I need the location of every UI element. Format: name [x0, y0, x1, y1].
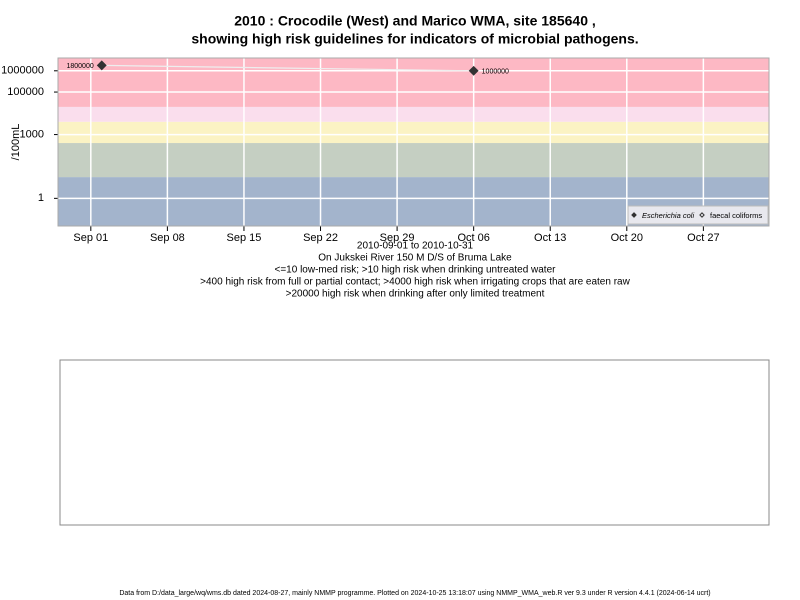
footer: Data from D:/data_large/wq/wms.db dated …: [119, 590, 710, 597]
y-tick-label: 100000: [7, 86, 44, 98]
data-point: [96, 60, 107, 71]
subtitle: 2010-09-01 to 2010-10-31: [357, 241, 474, 252]
subtitle: >20000 high risk when drinking after onl…: [286, 289, 545, 300]
legend-marker: [631, 212, 637, 218]
subtitle: <=10 low-med risk; >10 high risk when dr…: [275, 265, 557, 276]
x-tick-label: Oct 13: [534, 232, 566, 244]
risk-band: [58, 58, 769, 107]
y-tick-label: 1000000: [1, 65, 44, 77]
x-tick-label: Oct 27: [687, 232, 719, 244]
legend-marker: [699, 212, 705, 218]
data-label: 1000000: [482, 69, 509, 76]
plot-area: [58, 58, 769, 226]
data-point: [468, 65, 479, 76]
y-axis-label: /100mL: [10, 124, 22, 161]
risk-band: [58, 121, 769, 144]
chart-title: showing high risk guidelines for indicat…: [191, 31, 638, 47]
data-label: 1800000: [66, 63, 93, 70]
subtitle: On Jukskei River 150 M D/S of Bruma Lake: [318, 253, 512, 264]
plot-frame: [57, 57, 770, 227]
x-tick-label: Sep 29: [380, 232, 415, 244]
legend-label: Escherichia coli: [642, 211, 694, 220]
subtitle: >400 high risk from full or partial cont…: [200, 277, 630, 288]
y-tick-label: 1000: [20, 128, 44, 140]
risk-band: [58, 106, 769, 122]
x-tick-label: Oct 06: [457, 232, 489, 244]
legend-box: [627, 205, 769, 225]
legend: Escherichia coli faecal coliforms: [627, 205, 769, 225]
chart-title: 2010 : Crocodile (West) and Marico WMA, …: [234, 13, 596, 29]
x-tick-label: Sep 15: [227, 232, 262, 244]
y-tick-label: 1: [38, 192, 44, 204]
legend-label: faecal coliforms: [710, 211, 762, 220]
empty-panel: [59, 359, 770, 526]
x-tick-label: Sep 01: [73, 232, 108, 244]
x-tick-label: Sep 22: [303, 232, 338, 244]
risk-band: [58, 143, 769, 178]
series-line: [101, 64, 474, 72]
x-tick-label: Sep 08: [150, 232, 185, 244]
x-tick-label: Oct 20: [611, 232, 643, 244]
